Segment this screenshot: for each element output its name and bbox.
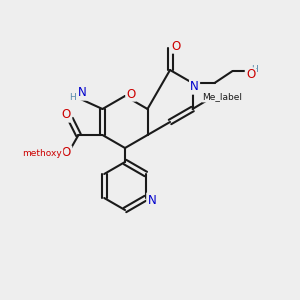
Text: N: N	[147, 194, 156, 206]
Text: Me_label: Me_label	[202, 92, 242, 101]
Text: N: N	[190, 80, 199, 94]
Text: O: O	[62, 109, 71, 122]
Text: methoxy: methoxy	[22, 149, 62, 158]
Text: O: O	[62, 146, 71, 160]
Text: O: O	[246, 68, 255, 82]
Text: H: H	[69, 92, 76, 101]
Text: O: O	[126, 88, 136, 100]
Text: H: H	[251, 64, 258, 74]
Text: N: N	[78, 86, 87, 100]
Text: O: O	[171, 40, 181, 52]
